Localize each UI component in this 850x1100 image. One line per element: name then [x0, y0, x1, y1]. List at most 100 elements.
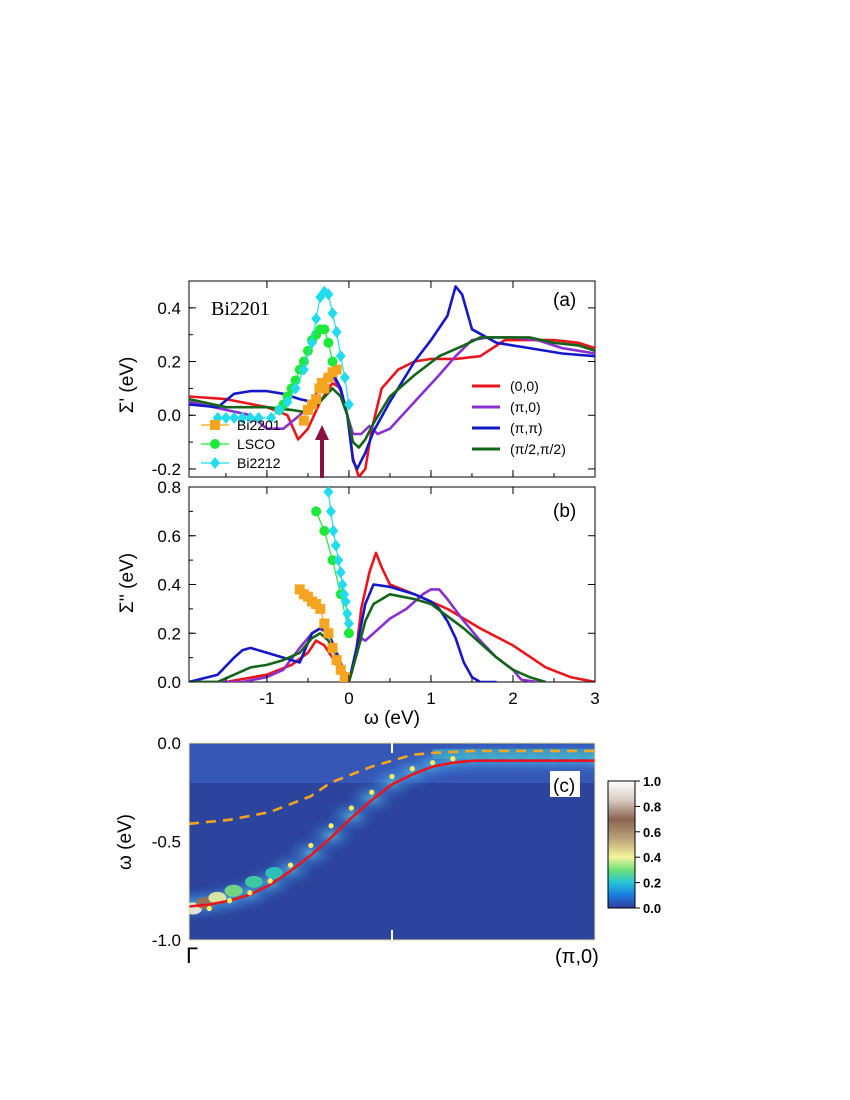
data-point-bi2201	[315, 603, 326, 614]
series-line-0	[189, 588, 538, 682]
data-point-bi2212	[343, 398, 354, 411]
legend-marker	[210, 420, 220, 430]
data-point-bi2212	[330, 539, 341, 552]
data-point-bi2201	[323, 372, 334, 383]
data-point-yellow	[247, 890, 253, 896]
data-point-bi2212	[331, 326, 342, 339]
data-point-bi2212	[266, 411, 277, 424]
series-line-0-0	[189, 338, 595, 477]
legend-label: (π,π)	[510, 420, 543, 436]
data-point-yellow	[308, 842, 314, 849]
data-point-bi2212	[307, 336, 318, 349]
series-line-orange-dashed	[189, 749, 595, 826]
panel-c-axes: 0.0 -0.5 -1.0	[152, 734, 181, 950]
y-tick-label: 0.0	[157, 673, 181, 692]
data-point-bi2201	[323, 628, 334, 639]
legend-marker	[210, 439, 220, 449]
panel-b-tag: (b)	[553, 501, 576, 522]
data-point-yellow	[369, 789, 375, 795]
arrow-icon	[315, 425, 329, 478]
panel-a-material-label: Bi2201	[211, 298, 270, 320]
colorbar-tick-label: 1.0	[643, 774, 661, 789]
data-point-yellow	[389, 773, 395, 780]
colorbar	[607, 780, 636, 909]
data-point-yellow	[430, 760, 436, 766]
y-tick-label: 0.0	[157, 406, 181, 425]
panel-c-ylabel: ω (eV)	[115, 814, 136, 870]
panel-a-series	[189, 285, 595, 477]
heatmap-cell	[265, 867, 284, 880]
series-line-2-2	[189, 592, 547, 682]
panel-a-ylabel: Σ' (eV)	[117, 357, 138, 414]
data-point-lsco	[319, 525, 330, 536]
data-point-bi2201	[316, 378, 327, 389]
data-point-bi2212	[274, 403, 285, 416]
colorbar-tick-label: 0.2	[643, 876, 661, 891]
heatmap-cell	[432, 748, 595, 759]
data-point-bi2212	[335, 350, 346, 363]
data-point-bi2201	[339, 672, 350, 682]
data-point-bi2212	[333, 554, 344, 567]
data-point-lsco	[323, 337, 334, 348]
data-point-bi2212	[327, 307, 338, 320]
series-line-s2	[189, 285, 595, 471]
data-point-lsco	[298, 356, 309, 367]
x-tick-label: 0	[344, 689, 353, 708]
y-tick-label: -1.0	[152, 931, 181, 950]
y-tick-label: 0.4	[157, 299, 181, 318]
data-point-yellow	[267, 878, 273, 884]
legend-marker	[210, 457, 220, 469]
series-line-red	[189, 759, 595, 908]
x-tick-label: -1	[259, 689, 274, 708]
panel-b-xlabel: ω (eV)	[364, 708, 420, 729]
data-point-bi2212	[325, 505, 336, 518]
data-point-bi2212	[337, 578, 348, 591]
heatmap-cell	[244, 875, 263, 888]
data-point-bi2201	[307, 399, 318, 410]
y-tick-label: -0.2	[152, 460, 181, 479]
data-point-bi2212	[229, 411, 240, 424]
panel-c-xtick-gamma: Γ	[186, 943, 198, 968]
legend-momentum: (0,0) (π,0) (π,π) (π/2,π/2)	[472, 378, 566, 457]
panel-a: -0.2 0.0 0.2 0.4 Bi2201 (a) Σ' (eV) (0,0) (π…	[117, 280, 596, 479]
data-point-bi2201	[311, 394, 322, 405]
y-tick-label: 0.8	[157, 478, 181, 497]
data-point-bi2212	[282, 395, 293, 408]
data-point-bi2212	[339, 371, 350, 384]
data-point-bi2201	[319, 383, 330, 394]
heatmap-cell	[224, 884, 243, 897]
data-point-bi2212	[311, 312, 322, 325]
y-tick-label: 0.2	[157, 353, 181, 372]
panel-b-axes: 0.0 0.2 0.4 0.6 0.8 -1 0 1 2 3	[157, 478, 599, 708]
data-point-lsco	[327, 555, 338, 566]
y-tick-label: -0.5	[152, 833, 181, 852]
data-point-yellow	[348, 805, 354, 811]
legend-label: Bi2201	[237, 417, 281, 433]
data-point-yellow	[328, 823, 334, 829]
data-point-bi2212	[298, 363, 309, 376]
data-point-yellow	[287, 862, 294, 868]
y-tick-label: 0.4	[157, 576, 181, 595]
x-tick-label: 1	[426, 689, 435, 708]
colorbar-tick-label: 0.0	[643, 901, 661, 916]
data-point-lsco	[343, 628, 354, 639]
data-point-yellow	[227, 898, 233, 904]
data-point-bi2201	[335, 664, 346, 675]
data-point-bi2201	[327, 642, 338, 653]
data-point-lsco	[327, 356, 338, 367]
data-point-bi2201	[319, 618, 330, 629]
data-point-bi2212	[237, 411, 248, 424]
panel-c: 0.0 -0.5 -1.0 (c) ω (eV) Γ (π,0) 1.0 0.8 0.6…	[115, 734, 662, 968]
panel-a-frame	[188, 280, 596, 478]
data-point-lsco	[311, 506, 322, 517]
panel-c-tag-bg	[550, 771, 580, 797]
y-tick-label: 0.6	[157, 527, 181, 546]
data-point-yellow	[206, 905, 212, 912]
legend-label: LSCO	[237, 436, 275, 452]
x-tick-label: 2	[508, 689, 517, 708]
legend-label: (π,0)	[510, 399, 541, 415]
y-tick-label: 0.2	[157, 624, 181, 643]
data-point-bi2212	[245, 411, 256, 424]
legend-label: (π/2,π/2)	[510, 441, 566, 457]
